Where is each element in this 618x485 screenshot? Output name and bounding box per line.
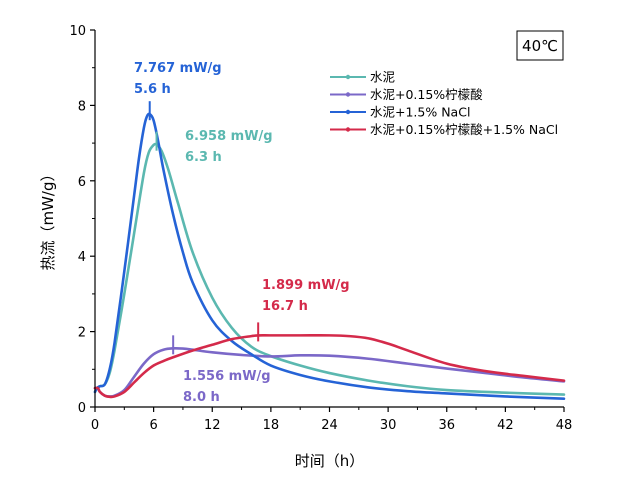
x-axis-title: 时间（h） (295, 452, 365, 470)
legend-marker-1 (345, 74, 351, 80)
temperature-box: 40℃ (516, 30, 564, 61)
series-line-3 (93, 112, 566, 401)
legend-label-4: 水泥+0.15%柠檬酸+1.5% NaCl (370, 122, 558, 137)
x-tick-label: 24 (321, 418, 338, 433)
x-tick-label: 36 (438, 418, 455, 433)
y-tick-label: 4 (78, 250, 86, 265)
x-tick-label: 42 (497, 418, 514, 433)
peak-time-label-4: 8.0 h (183, 390, 220, 405)
peak-time-label-3: 16.7 h (262, 299, 308, 314)
peak-value-label-3: 1.899 mW/g (262, 278, 350, 293)
y-tick-label: 2 (78, 326, 86, 341)
temperature-box-frame (516, 30, 564, 61)
x-tick-label: 30 (380, 418, 397, 433)
annotations-layer: 7.767 mW/g 5.6 h 6.958 mW/g 6.3 h 1.899 mW/g… (134, 61, 350, 405)
y-axis-title: 热流（mW/g） (39, 166, 57, 270)
x-tick-label: 12 (204, 418, 221, 433)
x-tick-label: 6 (149, 418, 157, 433)
y-tick-label: 6 (78, 175, 86, 190)
peak-value-label-4: 1.556 mW/g (183, 369, 271, 384)
temperature-label: 40℃ (522, 37, 558, 55)
legend-label-2: 水泥+0.15%柠檬酸 (370, 87, 483, 102)
legend-marker-4 (345, 127, 351, 132)
peak-time-label-1: 5.6 h (134, 82, 171, 97)
x-tick-label: 0 (91, 418, 99, 433)
legend-label-3: 水泥+1.5% NaCl (370, 105, 470, 120)
peak-value-label-1: 7.767 mW/g (134, 61, 222, 76)
legend-label-1: 水泥 (370, 70, 395, 85)
y-tick-label: 10 (69, 24, 86, 39)
x-tick-label: 48 (556, 418, 573, 433)
peak-value-label-2: 6.958 mW/g (185, 129, 273, 144)
x-tick-label: 18 (263, 418, 280, 433)
y-tick-label: 8 (78, 99, 86, 114)
legend-marker-3 (345, 109, 351, 115)
peak-time-label-2: 6.3 h (185, 150, 222, 165)
series-line-4 (93, 334, 566, 399)
y-tick-label: 0 (78, 401, 86, 416)
series-layer (93, 112, 566, 401)
legend-marker-2 (345, 92, 351, 97)
